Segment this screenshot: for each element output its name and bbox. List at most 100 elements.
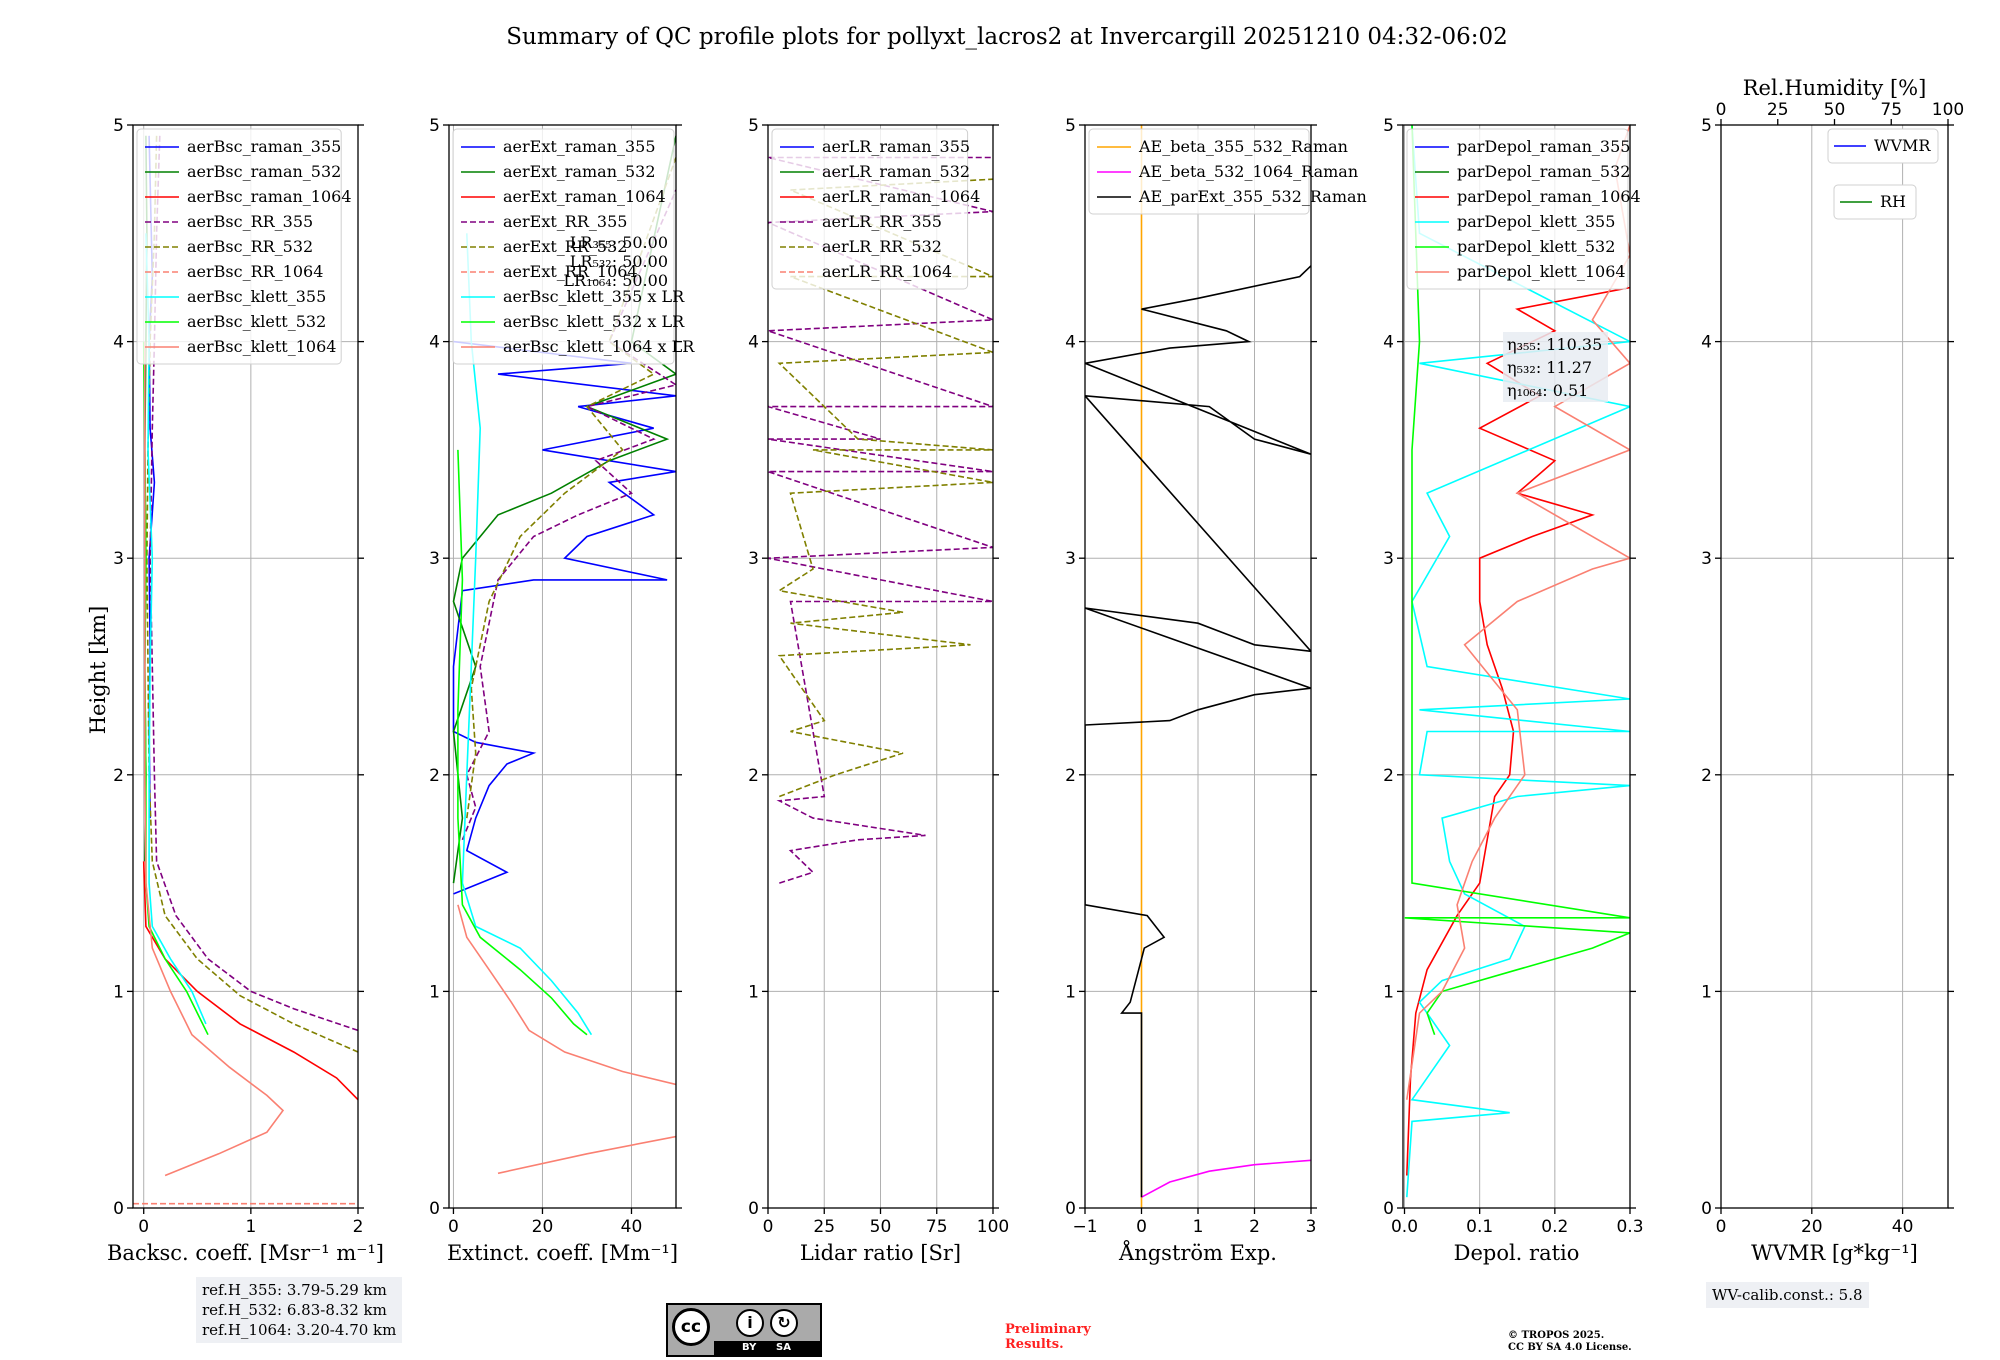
legend-label: aerBsc_raman_1064	[187, 187, 352, 206]
panel-bsc: 0 1 2 0 1 2 3 4 5 Backsc. coeff. [Msr⁻¹ m⁻¹] aerBs…	[107, 116, 384, 1265]
y-tick-label: 1	[1701, 982, 1712, 1002]
panel-ext: 0 20 40 0 1 2 3 4 5 Extinct. coeff. [Mm⁻¹] aerExt_…	[429, 116, 695, 1265]
y-tick-label: 4	[1065, 333, 1076, 353]
x-axis-label: Ångström Exp.	[1118, 1240, 1277, 1265]
x-tick-label: 50	[870, 1217, 892, 1237]
axes-frame	[1402, 124, 1631, 1209]
legend-label: aerBsc_klett_355	[187, 287, 326, 306]
legend-label: aerExt_raman_355	[503, 137, 656, 156]
x-tick-label: 20	[532, 1217, 554, 1237]
top-tick-label: 0	[1716, 100, 1727, 120]
cc-icon: cc	[672, 1308, 710, 1346]
y-tick-label: 4	[429, 333, 440, 353]
axes-frame	[132, 124, 359, 1209]
top-tick-label: 50	[1824, 100, 1846, 120]
x-tick-label: 1	[1193, 1217, 1204, 1237]
legend-label: aerBsc_raman_532	[187, 162, 341, 181]
series-line-aerlr-rr-532	[777, 178, 993, 798]
legend-label: aerBsc_raman_355	[187, 137, 341, 156]
legend-label: aerLR_RR_532	[822, 237, 942, 256]
eta-label: η₃₅₅: 110.35	[1507, 335, 1602, 354]
copyright-line-2: CC BY SA 4.0 License.	[1508, 1342, 1632, 1353]
eta-box	[1503, 332, 1608, 402]
x-tick-label: 2	[1249, 1217, 1260, 1237]
legend-label: aerExt_RR_1064	[503, 262, 638, 281]
y-tick-label: 1	[113, 982, 124, 1002]
axes-frame	[1720, 124, 1949, 1209]
series-line-ae-parext-355-532-raman	[1085, 265, 1311, 1198]
series-line-aerbsc-klett-532-x-lr	[457, 449, 588, 1036]
y-tick-label: 1	[748, 982, 759, 1002]
legend-label: aerBsc_klett_532	[187, 312, 326, 331]
legend-label: aerLR_raman_532	[822, 162, 970, 181]
y-tick-label: 5	[1065, 116, 1076, 136]
ref-height-1064: ref.H_1064: 3.20-4.70 km	[202, 1321, 397, 1339]
ref-height-532: ref.H_532: 6.83-8.32 km	[202, 1301, 387, 1319]
preliminary-line-2: Results.	[1005, 1337, 1064, 1352]
figure-title: Summary of QC profile plots for pollyxt_…	[506, 24, 1507, 50]
y-axis-label: Height [km]	[86, 606, 110, 735]
legend-label: aerLR_raman_1064	[822, 187, 980, 206]
y-tick-label: 0	[113, 1199, 124, 1219]
x-tick-label: 0.2	[1541, 1217, 1568, 1237]
y-tick-label: 0	[429, 1199, 440, 1219]
x-tick-label: 25	[813, 1217, 835, 1237]
ref-heights-box: ref.H_355: 3.79-5.29 km ref.H_532: 6.83-…	[196, 1277, 403, 1343]
y-tick-label: 3	[113, 549, 124, 569]
legend-label: aerLR_RR_1064	[822, 262, 952, 281]
y-tick-label: 0	[1701, 1199, 1712, 1219]
y-tick-label: 5	[429, 116, 440, 136]
legend-label: parDepol_klett_355	[1457, 212, 1615, 231]
y-tick-label: 3	[748, 549, 759, 569]
y-tick-label: 2	[429, 766, 440, 786]
legend-box	[1833, 184, 1917, 220]
copyright-note: © TROPOS 2025. CC BY SA 4.0 License.	[1508, 1330, 1632, 1354]
x-tick-label: 0	[1136, 1217, 1147, 1237]
panel-lr: 0 25 50 75 100 0 1 2 3 4 5 Lidar ratio [Sr] aerLR_ra…	[748, 116, 1009, 1265]
series-line-pardepol-klett-532	[1404, 125, 1630, 1035]
lr-setting-label: LR₃₅₅: 50.00	[570, 233, 668, 252]
sa-icon: ↻	[770, 1309, 798, 1337]
y-tick-label: 0	[748, 1199, 759, 1219]
legend-label: aerBsc_klett_532 x LR	[503, 312, 685, 331]
legend-label: parDepol_raman_532	[1457, 162, 1630, 181]
legend-box	[771, 128, 969, 290]
legend-label: aerExt_raman_1064	[503, 187, 666, 206]
cc-badge-bar: BY SA	[714, 1341, 820, 1355]
by-icon: i	[736, 1309, 764, 1337]
y-tick-label: 4	[1383, 333, 1394, 353]
y-tick-label: 0	[1065, 1199, 1076, 1219]
eta-label: η₅₃₂: 11.27	[1507, 358, 1592, 377]
cc-sa-label: SA	[776, 1342, 791, 1353]
x-tick-label: 0.3	[1616, 1217, 1643, 1237]
legend-box	[1088, 128, 1310, 215]
top-tick-label: 25	[1767, 100, 1789, 120]
legend-label: parDepol_klett_1064	[1457, 262, 1626, 281]
preliminary-results-note: Preliminary Results.	[1005, 1322, 1091, 1352]
x-tick-label: 40	[621, 1217, 643, 1237]
legend-label: aerLR_raman_355	[822, 137, 970, 156]
legend-label: aerBsc_klett_1064 x LR	[503, 337, 695, 356]
top-axis-label: Rel.Humidity [%]	[1743, 76, 1927, 100]
y-tick-label: 1	[1383, 982, 1394, 1002]
y-tick-label: 5	[113, 116, 124, 136]
x-tick-label: 20	[1801, 1217, 1823, 1237]
x-tick-label: 0	[763, 1217, 774, 1237]
y-tick-label: 5	[1701, 116, 1712, 136]
y-tick-label: 4	[1701, 333, 1712, 353]
series-line-ae-beta-532-1064-raman	[1141, 1159, 1311, 1198]
y-tick-label: 2	[113, 766, 124, 786]
ref-height-355: ref.H_355: 3.79-5.29 km	[202, 1281, 387, 1299]
legend-label: WVMR	[1874, 136, 1931, 155]
x-tick-label: 0	[1716, 1217, 1727, 1237]
series-line-aerbsc-raman-1064	[142, 861, 358, 1101]
legend-label: aerExt_RR_355	[503, 212, 627, 231]
y-tick-label: 3	[1383, 549, 1394, 569]
top-tick-label: 75	[1880, 100, 1902, 120]
x-tick-label: 75	[926, 1217, 948, 1237]
preliminary-line-1: Preliminary	[1005, 1322, 1091, 1337]
series-line-aerlr-rr-355	[768, 156, 993, 884]
x-tick-label: 3	[1306, 1217, 1317, 1237]
y-tick-label: 3	[1065, 549, 1076, 569]
